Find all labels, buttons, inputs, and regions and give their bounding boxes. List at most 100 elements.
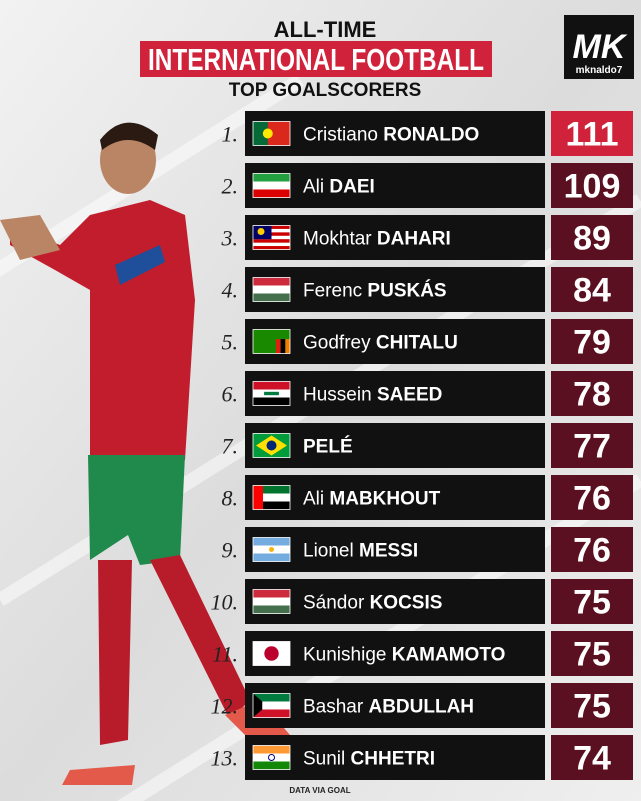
flag-part: [253, 597, 290, 606]
player-name: Sándor KOCSIS: [303, 593, 442, 614]
flag-border: [252, 381, 291, 406]
flag: [252, 173, 291, 198]
goals-box: [551, 579, 633, 624]
flag: [252, 745, 291, 770]
flag-part: [253, 277, 290, 286]
goals-box: [551, 683, 633, 728]
flag-part: [253, 485, 290, 494]
player-name: Kunishige KAMAMOTO: [303, 645, 505, 666]
ranking-row: 12. Bashar ABDULLAH 75: [211, 683, 633, 728]
goals: 76: [573, 480, 611, 518]
ranking-row: 13. Sunil CHHETRI 74: [211, 735, 633, 780]
rank: 11.: [212, 642, 238, 667]
player-name: PELÉ: [303, 436, 353, 458]
goals-box: [551, 267, 633, 312]
first-name: Godfrey: [303, 333, 371, 354]
flag-part: [253, 242, 290, 247]
player-name: Mokhtar DAHARI: [303, 229, 451, 250]
banner: [140, 41, 492, 77]
logo-handle: mknaldo7: [576, 65, 623, 76]
name-bar: [245, 111, 545, 156]
logo-box: [564, 15, 634, 79]
goals-box: [551, 215, 633, 260]
player-illustration: [0, 122, 290, 785]
name-bar: [245, 475, 545, 520]
flag-part: [253, 745, 290, 754]
flag-border: [252, 173, 291, 198]
flag: [252, 329, 291, 354]
last-name: KAMAMOTO: [392, 645, 506, 666]
header-banner: INTERNATIONAL FOOTBALL: [148, 42, 484, 77]
flag: [252, 485, 291, 510]
ranking-row: 5. Godfrey CHITALU 79: [222, 319, 633, 364]
flag: [252, 277, 291, 302]
flag-part: [264, 391, 279, 396]
flag: [252, 537, 291, 562]
flag-border: [252, 693, 291, 718]
last-name: RONALDO: [383, 125, 479, 146]
flag-part: [253, 285, 290, 294]
flag-border: [252, 745, 291, 770]
header-line1: ALL-TIME: [274, 17, 377, 42]
last-name: DAEI: [329, 177, 374, 198]
flag-part: [253, 246, 290, 250]
flag-part: [262, 128, 273, 139]
rank: 7.: [222, 434, 239, 459]
ranking-row: 6. Hussein SAEED 78: [222, 371, 633, 416]
player-name: Hussein SAEED: [303, 385, 442, 406]
last-name: CHHETRI: [351, 749, 435, 770]
goals: 77: [573, 428, 611, 466]
flag-part: [253, 753, 290, 762]
first-name: Cristiano: [303, 125, 378, 146]
goals-box: [551, 475, 633, 520]
goals: 79: [573, 324, 611, 362]
goals: 109: [564, 168, 621, 206]
name-bar: [245, 683, 545, 728]
flag-part: [253, 397, 290, 406]
rank: 2.: [222, 174, 239, 199]
first-name: Lionel: [303, 541, 354, 562]
player-name: Godfrey CHITALU: [303, 333, 458, 354]
ranking-row: 1. Cristiano RONALDO 111: [222, 111, 633, 156]
goals: 84: [573, 272, 611, 310]
player-name: Bashar ABDULLAH: [303, 697, 474, 718]
goals-box: [551, 163, 633, 208]
name-bar: [245, 215, 545, 260]
player-name: Sunil CHHETRI: [303, 749, 435, 770]
flag-part: [253, 605, 290, 614]
name-bar: [245, 735, 545, 780]
flag-part: [253, 381, 290, 390]
last-name: CHITALU: [376, 333, 458, 354]
goals: 75: [573, 688, 611, 726]
flag-part: [269, 547, 274, 552]
flag-part: [253, 173, 290, 182]
first-name: Sándor: [303, 593, 365, 614]
player-name: Ali MABKHOUT: [303, 489, 441, 510]
flag: [252, 225, 291, 250]
name-bar: [245, 371, 545, 416]
flag-part: [266, 440, 277, 451]
last-name: SAEED: [377, 385, 442, 406]
goals-box: [551, 423, 633, 468]
rank: 13.: [211, 746, 239, 771]
rank: 3.: [221, 226, 239, 251]
flag-part: [253, 239, 290, 243]
ranking-row: 4. Ferenc PUSKÁS 84: [222, 267, 633, 312]
last-name: MABKHOUT: [329, 489, 440, 510]
footer: DATA VIA GOAL: [289, 786, 350, 795]
first-name: Sunil: [303, 749, 345, 770]
goals: 111: [566, 116, 619, 154]
rank: 1.: [222, 122, 239, 147]
goals-box: [551, 319, 633, 364]
first-name: Ali: [303, 177, 324, 198]
player-name: Cristiano RONALDO: [303, 125, 479, 146]
flag-part: [253, 189, 290, 198]
flag-border: [252, 433, 291, 458]
rank: 8.: [222, 486, 239, 511]
flag-part: [253, 553, 290, 562]
flag-part: [253, 501, 290, 510]
rank: 10.: [211, 590, 239, 615]
rank: 5.: [222, 330, 239, 355]
flag-border: [252, 225, 291, 250]
ranking-row: 3. Mokhtar DAHARI 89: [221, 215, 633, 260]
